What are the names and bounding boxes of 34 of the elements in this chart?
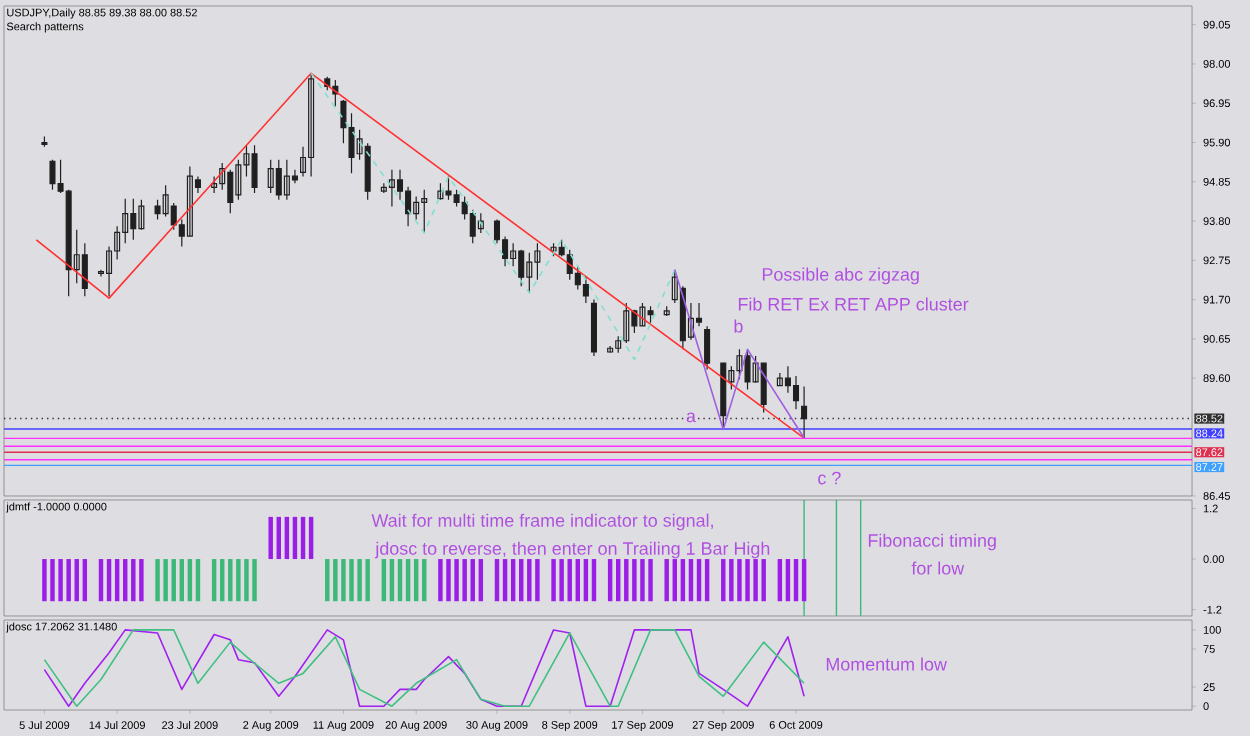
candlestick bbox=[647, 305, 654, 324]
candlestick bbox=[704, 325, 711, 371]
candlestick bbox=[275, 159, 282, 201]
candlestick bbox=[130, 198, 137, 241]
candlestick bbox=[49, 159, 56, 191]
candlestick bbox=[550, 242, 557, 257]
annotation: Fibonacci timing bbox=[868, 533, 996, 551]
annotation: Fib RET Ex RET APP cluster bbox=[738, 297, 969, 311]
candlestick bbox=[437, 182, 444, 201]
candlestick bbox=[518, 249, 525, 287]
candlestick bbox=[251, 144, 258, 194]
candlestick bbox=[308, 72, 315, 178]
candlestick bbox=[776, 372, 783, 387]
candlestick bbox=[744, 348, 751, 390]
candlestick bbox=[801, 385, 808, 439]
candlestick bbox=[421, 189, 428, 234]
candlestick bbox=[590, 299, 597, 357]
candlestick bbox=[639, 302, 646, 327]
annotation: Momentum low bbox=[826, 657, 947, 671]
annotation: Wait for multi time frame indicator to signal, bbox=[371, 513, 713, 531]
candlestick bbox=[283, 159, 290, 201]
candlestick bbox=[388, 169, 395, 208]
candlestick bbox=[267, 159, 274, 194]
candlestick bbox=[41, 135, 48, 148]
candlestick bbox=[582, 275, 589, 304]
annotation: Possible abc zigzag bbox=[762, 267, 919, 285]
annotation: b bbox=[734, 319, 743, 333]
annotation: for low bbox=[911, 561, 965, 575]
candlestick bbox=[445, 175, 452, 201]
annotation: jdosc to reverse, then enter on Trailing 1 Bar High bbox=[374, 541, 770, 559]
line-series bbox=[310, 72, 676, 361]
annotation: c ? bbox=[818, 471, 841, 485]
annotation: a bbox=[686, 412, 696, 423]
candlestick bbox=[663, 305, 670, 317]
